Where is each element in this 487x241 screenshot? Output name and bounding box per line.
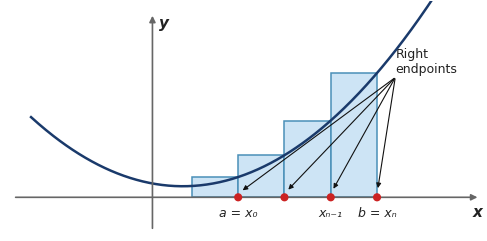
Text: y: y (158, 16, 169, 31)
Text: b = xₙ: b = xₙ (357, 207, 396, 220)
Bar (331, 73, 377, 197)
Bar (192, 177, 238, 197)
Bar (238, 155, 284, 197)
Bar (284, 120, 331, 197)
Text: xₙ₋₁: xₙ₋₁ (319, 207, 343, 220)
Circle shape (281, 194, 288, 201)
Text: Right
endpoints: Right endpoints (395, 48, 457, 76)
Circle shape (235, 194, 242, 201)
Text: x: x (472, 205, 482, 220)
Text: a = x₀: a = x₀ (219, 207, 258, 220)
Circle shape (374, 194, 380, 201)
Circle shape (327, 194, 334, 201)
